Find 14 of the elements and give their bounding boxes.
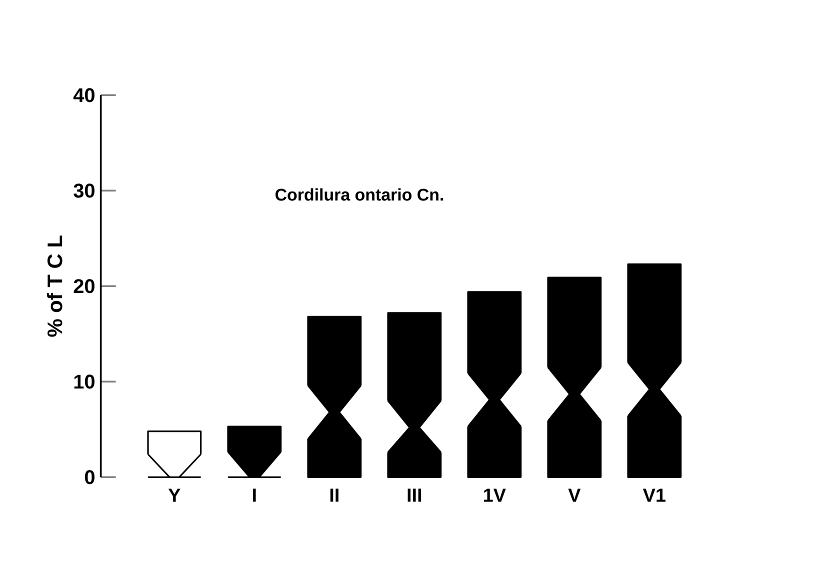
x-tick-label: V	[568, 488, 581, 502]
x-tick-label: Y	[168, 488, 180, 502]
y-tick-label: 20	[74, 279, 94, 294]
x-tick-label: V1	[642, 488, 666, 502]
y-axis-title: % of T C L	[46, 236, 62, 337]
y-tick-label: 30	[74, 184, 94, 198]
y-tick-label: 0	[84, 470, 94, 484]
text: Cordilura ontario Cn.	[276, 188, 444, 201]
y-tick-label: 40	[73, 88, 94, 102]
x-tick-label: III	[408, 488, 422, 502]
x-tick-label: I	[253, 488, 256, 502]
y-tick-label: 10	[74, 374, 94, 389]
x-tick-label: II	[330, 488, 338, 502]
x-tick-label: 1V	[484, 488, 506, 502]
